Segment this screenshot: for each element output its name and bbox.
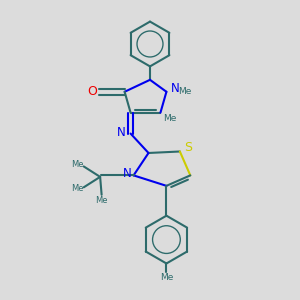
Text: N: N: [170, 82, 179, 95]
Text: S: S: [184, 141, 192, 154]
Text: N: N: [123, 167, 131, 180]
Text: Me: Me: [163, 114, 177, 123]
Text: Me: Me: [160, 273, 173, 282]
Text: O: O: [88, 85, 98, 98]
Text: Me: Me: [71, 160, 83, 169]
Text: Me: Me: [95, 196, 108, 205]
Text: N: N: [117, 126, 126, 139]
Text: Me: Me: [71, 184, 83, 193]
Text: Me: Me: [178, 87, 192, 96]
